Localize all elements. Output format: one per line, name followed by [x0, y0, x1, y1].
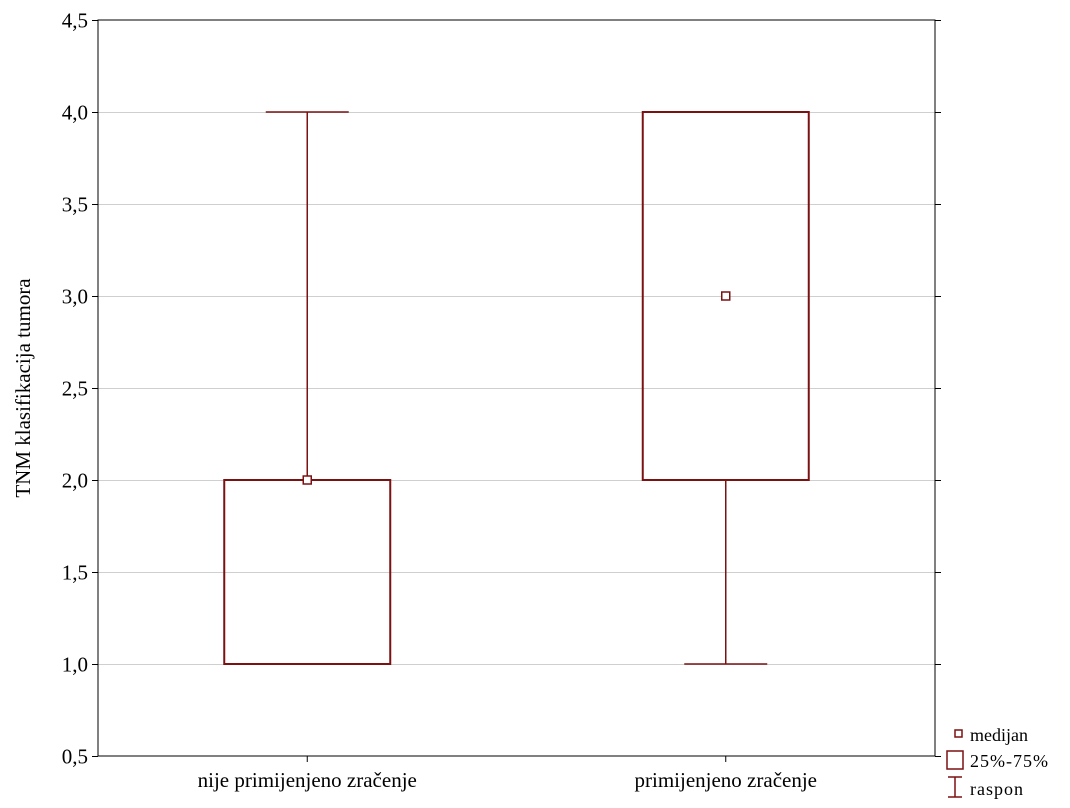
median-marker: [721, 291, 731, 301]
legend-label-median: medijan: [970, 725, 1028, 745]
y-tick-label: 3,0: [62, 285, 88, 309]
box-series: [223, 111, 810, 665]
x-tick-label: nije primijenjeno zračenje: [198, 768, 417, 792]
y-tick-label: 1,5: [62, 561, 88, 585]
y-tick-label: 4,0: [62, 101, 88, 125]
box-group: [641, 111, 810, 665]
y-tick-label: 3,5: [62, 193, 88, 217]
y-tick-label: 0,5: [62, 745, 88, 769]
iqr-box: [641, 111, 810, 481]
y-tick-label: 2,0: [62, 469, 88, 493]
box-group: [223, 111, 392, 665]
legend-median-icon: [954, 729, 963, 738]
x-tick-label: primijenjeno zračenje: [635, 768, 818, 792]
median-marker: [302, 475, 312, 485]
y-tick-label: 2,5: [62, 377, 88, 401]
legend-label-range: raspon: [970, 779, 1024, 799]
y-tick-label: 1,0: [62, 653, 88, 677]
legend: medijan 25%-75% raspon: [946, 725, 1049, 799]
legend-box-icon: [946, 750, 964, 770]
axes: 0,5 1,0 1,5 2,0 2,5 3,0 3,5 4,0 4,5 nije primijen…: [62, 9, 941, 792]
legend-label-box: 25%-75%: [970, 751, 1049, 771]
y-tick-label: 4,5: [62, 9, 88, 33]
y-axis-label: TNM klasifikacija tumora: [11, 278, 35, 498]
